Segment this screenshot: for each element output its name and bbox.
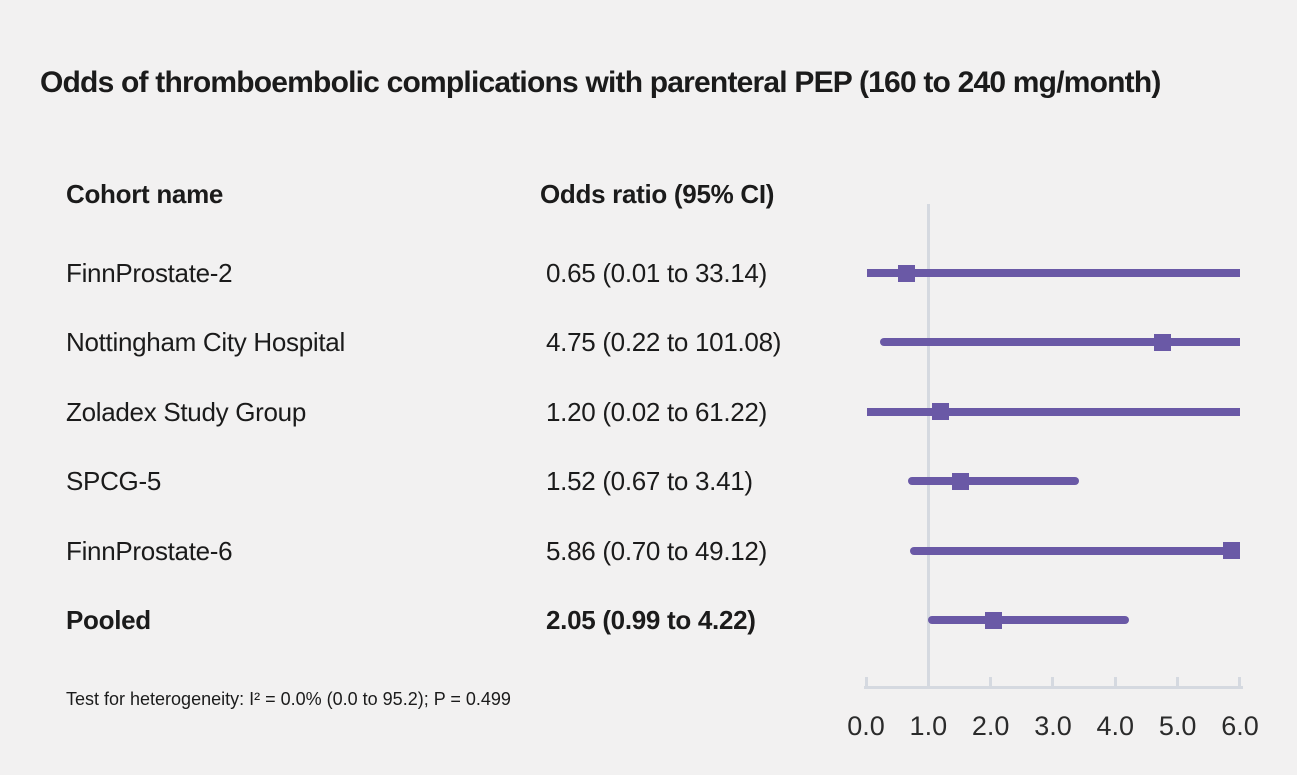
cohort-name: Pooled xyxy=(66,605,151,635)
x-axis-tick xyxy=(1238,677,1242,686)
cohort-name: SPCG-5 xyxy=(66,466,162,497)
chart-title: Odds of thromboembolic complications wit… xyxy=(40,66,1161,99)
x-axis-tick-label: 6.0 xyxy=(1221,711,1259,741)
odds-ratio-value: 1.20 (0.02 to 61.22) xyxy=(546,396,767,427)
odds-ratio-value: 2.05 (0.99 to 4.22) xyxy=(546,605,756,635)
x-axis-tick xyxy=(1051,677,1055,686)
cohort-name: FinnProstate-2 xyxy=(66,258,233,288)
odds-ratio-value: 1.52 (0.67 to 3.41) xyxy=(546,466,753,497)
confidence-interval-line xyxy=(909,546,1240,555)
odds-ratio-marker xyxy=(985,611,1003,629)
odds-ratio-marker xyxy=(1222,542,1240,560)
x-axis-tick xyxy=(1176,677,1180,686)
x-axis-tick-label: 0.0 xyxy=(847,711,885,741)
x-axis-tick-label: 4.0 xyxy=(1096,711,1135,741)
odds-ratio-marker xyxy=(898,264,915,282)
confidence-interval-line xyxy=(867,407,1240,416)
odds-ratio-marker xyxy=(1153,333,1171,351)
reference-line-or-1 xyxy=(926,204,930,689)
x-axis-tick xyxy=(864,677,868,686)
x-axis-tick xyxy=(926,677,930,686)
confidence-interval-line xyxy=(927,616,1130,624)
confidence-interval-line xyxy=(879,338,1240,347)
x-axis-tick-label: 5.0 xyxy=(1158,711,1197,741)
odds-ratio-marker xyxy=(952,472,970,490)
cohort-name: Nottingham City Hospital xyxy=(66,327,345,358)
odds-ratio-marker xyxy=(932,403,950,421)
cohort-name: FinnProstate-6 xyxy=(66,535,233,566)
confidence-interval-line xyxy=(866,269,1240,277)
x-axis-tick-label: 2.0 xyxy=(971,711,1010,741)
x-axis-tick-label: 3.0 xyxy=(1034,711,1072,741)
cohort-name: Zoladex Study Group xyxy=(66,396,306,427)
confidence-interval-line xyxy=(907,477,1079,486)
odds-ratio-value: 0.65 (0.01 to 33.14) xyxy=(546,258,767,288)
x-axis-baseline xyxy=(864,686,1243,689)
column-header-odds-ratio: Odds ratio (95% CI) xyxy=(540,179,775,209)
heterogeneity-footnote: Test for heterogeneity: I² = 0.0% (0.0 t… xyxy=(66,689,511,709)
column-header-cohort: Cohort name xyxy=(66,179,224,209)
x-axis-tick xyxy=(1113,677,1117,686)
x-axis-tick xyxy=(989,677,993,686)
x-axis-tick-label: 1.0 xyxy=(909,711,948,741)
odds-ratio-value: 4.75 (0.22 to 101.08) xyxy=(546,327,782,358)
odds-ratio-value: 5.86 (0.70 to 49.12) xyxy=(546,535,767,566)
